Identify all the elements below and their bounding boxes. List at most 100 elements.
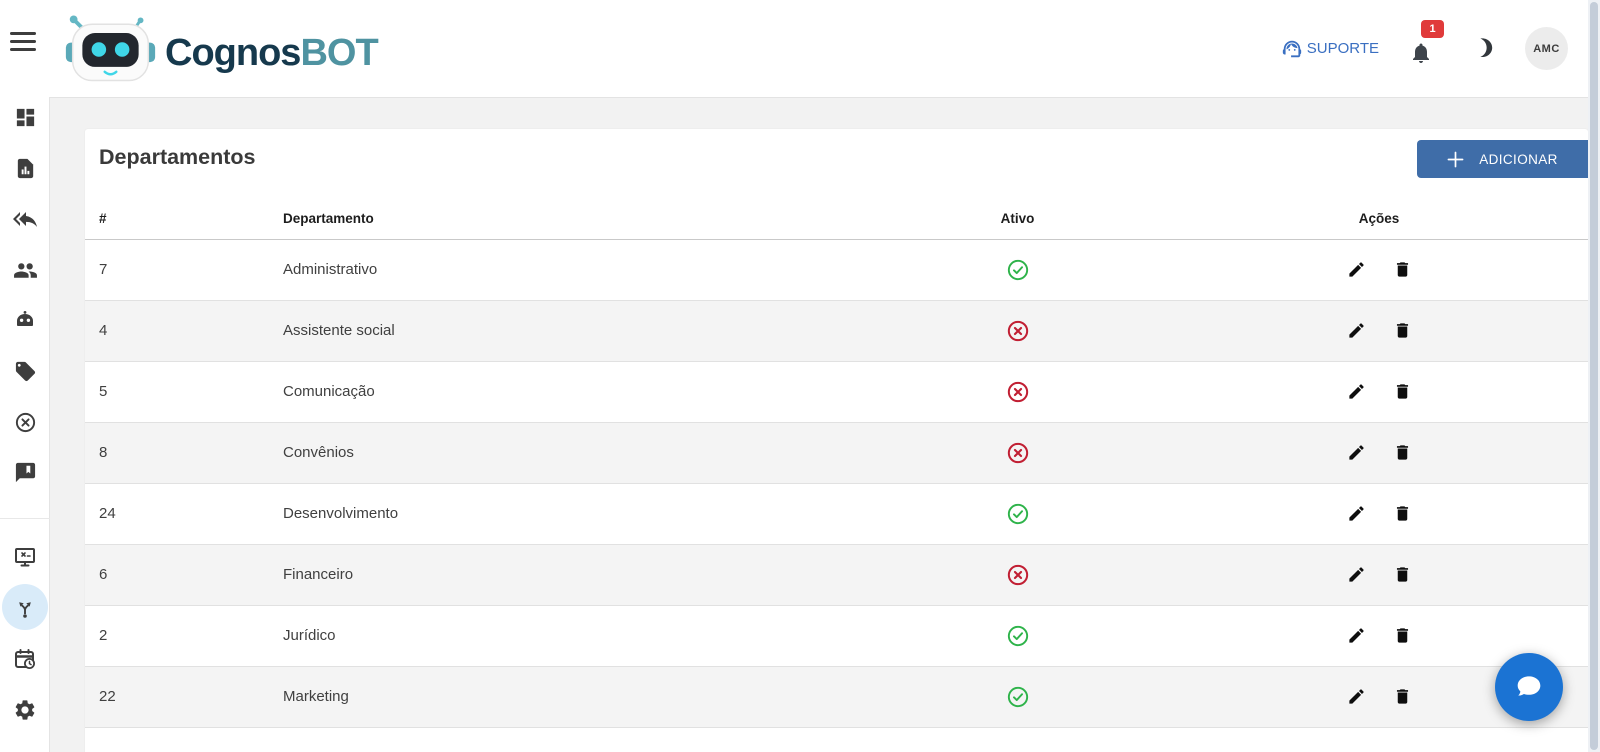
- report-document-icon: [17, 158, 33, 178]
- edit-pencil-icon: [1348, 262, 1364, 277]
- edit-button[interactable]: [1347, 626, 1366, 645]
- sidebar-item-routing[interactable]: [0, 586, 50, 630]
- cancel-circle-icon: [15, 412, 35, 432]
- delete-button[interactable]: [1393, 565, 1412, 584]
- row-status: [865, 482, 1170, 544]
- sidebar-divider: [0, 518, 50, 519]
- edit-button[interactable]: [1347, 321, 1366, 340]
- row-id: 4: [85, 299, 283, 361]
- edit-pencil-icon: [1348, 445, 1364, 460]
- row-department: Convênios: [283, 421, 865, 483]
- sidebar-item-settings[interactable]: [0, 688, 50, 732]
- edit-button[interactable]: [1347, 260, 1366, 279]
- dark-mode-toggle[interactable]: [1469, 36, 1495, 62]
- row-id: 2: [85, 604, 283, 666]
- delete-button[interactable]: [1393, 687, 1412, 706]
- logo-text-primary: Cognos: [165, 32, 301, 74]
- sidebar-item-dashboard[interactable]: [0, 95, 50, 139]
- trash-icon: [1396, 567, 1408, 582]
- delete-button[interactable]: [1393, 382, 1412, 401]
- sidebar-item-bot[interactable]: [0, 298, 50, 342]
- sidebar-item-monitor[interactable]: [0, 535, 50, 579]
- sidebar-item-tags[interactable]: [0, 349, 50, 393]
- table-row: 24 Desenvolvimento: [85, 482, 1588, 544]
- row-actions: [1170, 360, 1588, 422]
- sidebar-active-highlight: [2, 584, 48, 630]
- sidebar-item-reports[interactable]: [0, 146, 50, 190]
- trash-icon: [1396, 689, 1408, 704]
- chat-bubble-icon: [1517, 676, 1541, 696]
- app-title: CognosBOT: [165, 32, 379, 75]
- row-actions: [1170, 421, 1588, 483]
- sidebar-item-users[interactable]: [0, 248, 50, 292]
- delete-button[interactable]: [1393, 321, 1412, 340]
- delete-button[interactable]: [1393, 443, 1412, 462]
- support-label: SUPORTE: [1306, 40, 1379, 57]
- robot-logo-icon: [65, 15, 156, 82]
- moon-icon: [1480, 37, 1493, 57]
- header-actions: SUPORTE 1 AMC: [1281, 0, 1568, 97]
- monitor-code-icon: [15, 548, 35, 567]
- row-status: [865, 299, 1170, 361]
- delete-button[interactable]: [1393, 626, 1412, 645]
- notifications-button[interactable]: 1: [1409, 19, 1444, 66]
- chat-fab-button[interactable]: [1495, 653, 1563, 721]
- sidebar-item-replies[interactable]: [0, 197, 50, 241]
- sidebar-nav: [0, 97, 50, 752]
- sidebar-item-schedule[interactable]: [0, 637, 50, 681]
- delete-button[interactable]: [1393, 260, 1412, 279]
- table-row: 4 Assistente social: [85, 299, 1588, 361]
- status-inactive-icon: [1007, 564, 1028, 585]
- row-status: [865, 239, 1170, 300]
- calendar-clock-icon: [15, 649, 35, 669]
- add-department-button[interactable]: ADICIONAR: [1417, 140, 1588, 178]
- status-inactive-icon: [1007, 442, 1028, 463]
- app-logo: CognosBOT: [62, 12, 379, 85]
- row-actions: [1170, 543, 1588, 605]
- edit-pencil-icon: [1348, 689, 1364, 704]
- status-active-icon: [1007, 625, 1028, 646]
- row-status: [865, 421, 1170, 483]
- status-inactive-icon: [1007, 381, 1028, 402]
- trash-icon: [1396, 262, 1408, 277]
- user-avatar[interactable]: AMC: [1525, 27, 1568, 70]
- departments-card: Departamentos ADICIONAR # Departamento A…: [85, 129, 1588, 752]
- delete-button[interactable]: [1393, 504, 1412, 523]
- dashboard-icon: [16, 108, 34, 126]
- edit-button[interactable]: [1347, 565, 1366, 584]
- page-scrollbar[interactable]: [1588, 0, 1600, 752]
- edit-button[interactable]: [1347, 687, 1366, 706]
- card-header: Departamentos ADICIONAR: [85, 129, 1588, 198]
- edit-button[interactable]: [1347, 504, 1366, 523]
- logo-text-secondary: BOT: [300, 32, 378, 74]
- scrollbar-thumb[interactable]: [1590, 2, 1598, 750]
- notification-badge: 1: [1421, 19, 1444, 38]
- row-department: Financeiro: [283, 543, 865, 605]
- table-header-row: # Departamento Ativo Ações: [85, 198, 1588, 240]
- row-actions: [1170, 299, 1588, 361]
- tag-icon: [15, 361, 35, 381]
- chat-bookmark-icon: [15, 462, 35, 482]
- row-department: Comunicação: [283, 360, 865, 422]
- robot-icon: [17, 311, 33, 326]
- sidebar-item-cancellations[interactable]: [0, 400, 50, 444]
- plus-icon: [1447, 151, 1464, 167]
- bell-icon: [1413, 43, 1429, 63]
- edit-pencil-icon: [1348, 384, 1364, 399]
- column-header-department: Departamento: [283, 198, 865, 240]
- status-inactive-icon: [1007, 320, 1028, 341]
- row-department: Desenvolvimento: [283, 482, 865, 544]
- column-header-active: Ativo: [865, 198, 1170, 240]
- top-header: CognosBOT SUPORTE 1: [0, 0, 1600, 97]
- sidebar-item-chat-log[interactable]: [0, 450, 50, 494]
- menu-toggle-button[interactable]: [10, 32, 37, 57]
- row-id: 8: [85, 421, 283, 483]
- edit-button[interactable]: [1347, 443, 1366, 462]
- trash-icon: [1396, 628, 1408, 643]
- support-link[interactable]: SUPORTE: [1281, 38, 1379, 60]
- row-department: Assistente social: [283, 299, 865, 361]
- row-status: [865, 543, 1170, 605]
- row-department: Administrativo: [283, 261, 378, 278]
- edit-button[interactable]: [1347, 382, 1366, 401]
- column-header-actions: Ações: [1170, 198, 1588, 240]
